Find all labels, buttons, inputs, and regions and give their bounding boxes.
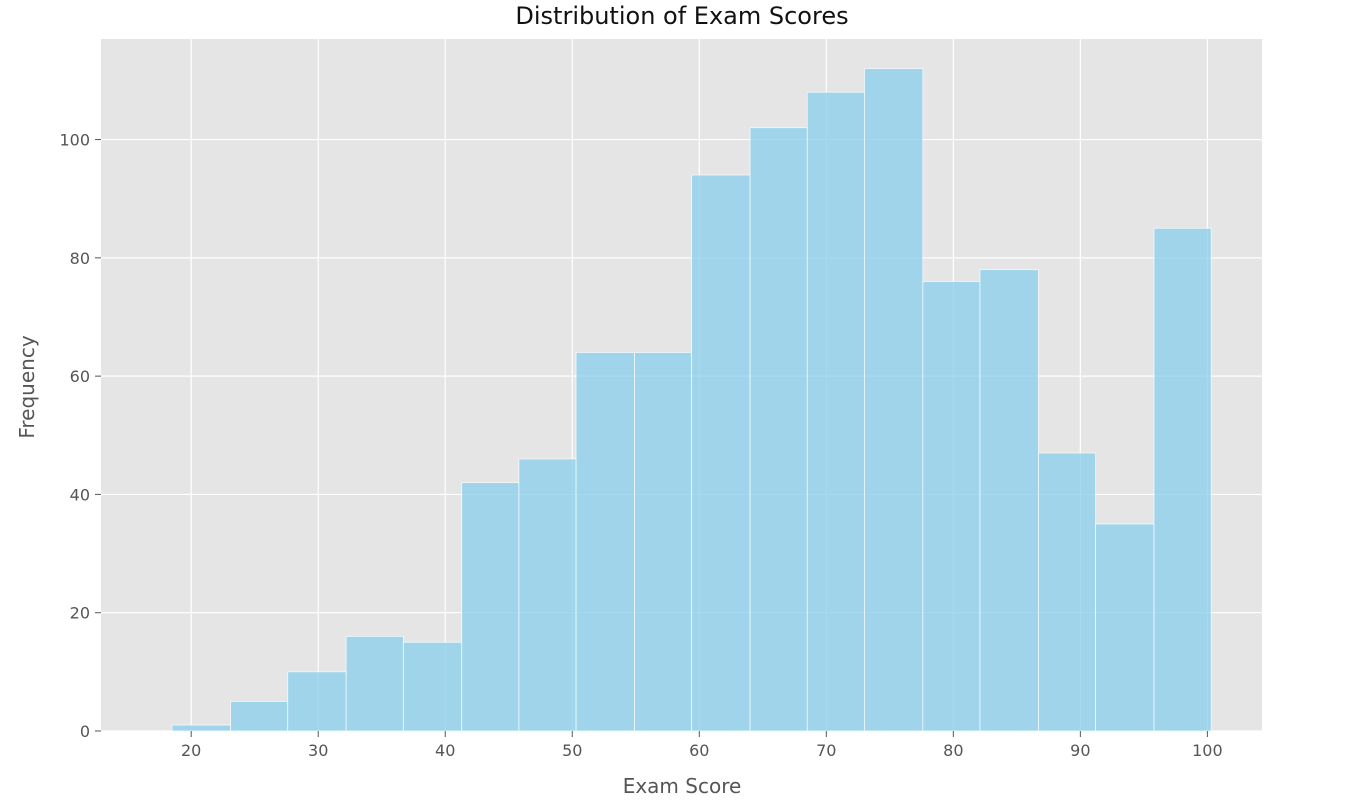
histogram-bar <box>749 127 808 732</box>
histogram-bar <box>1038 452 1096 732</box>
y-tick-label: 100 <box>59 131 90 150</box>
x-tick-label: 90 <box>1070 741 1090 760</box>
histogram-bar <box>230 701 289 732</box>
histogram-bar <box>345 635 404 732</box>
histogram-bars <box>171 68 1212 732</box>
x-tick-label: 60 <box>689 741 709 760</box>
y-tick-label: 0 <box>80 722 90 741</box>
histogram-bar <box>1095 523 1155 732</box>
x-axis-label: Exam Score <box>623 774 742 798</box>
histogram-bar <box>575 352 635 732</box>
chart-title: Distribution of Exam Scores <box>515 2 848 30</box>
histogram-bar <box>518 458 577 732</box>
histogram-bar <box>171 724 231 732</box>
x-tick-label: 70 <box>816 741 836 760</box>
histogram-bar <box>864 68 924 732</box>
y-tick-label: 20 <box>70 604 90 623</box>
x-tick-label: 20 <box>181 741 201 760</box>
histogram-bar <box>402 641 463 732</box>
histogram-bar <box>1153 227 1212 732</box>
histogram-bar <box>287 671 347 732</box>
x-axis-ticks: 20 30 40 50 60 70 80 90 100 <box>181 731 1223 760</box>
x-tick-label: 30 <box>308 741 328 760</box>
histogram-bar <box>806 91 865 732</box>
x-tick-label: 100 <box>1192 741 1223 760</box>
histogram-bar <box>461 482 520 732</box>
x-tick-label: 50 <box>562 741 582 760</box>
histogram-bar <box>922 281 981 732</box>
histogram-bar <box>979 269 1039 732</box>
y-tick-label: 40 <box>70 485 90 504</box>
x-tick-label: 80 <box>943 741 963 760</box>
y-tick-label: 80 <box>70 249 90 268</box>
y-axis-ticks: 0 20 40 60 80 100 <box>59 131 101 741</box>
y-axis-label: Frequency <box>15 335 39 438</box>
histogram-bar <box>634 352 693 732</box>
x-tick-label: 40 <box>435 741 455 760</box>
y-tick-label: 60 <box>70 367 90 386</box>
histogram-bar <box>691 174 751 732</box>
